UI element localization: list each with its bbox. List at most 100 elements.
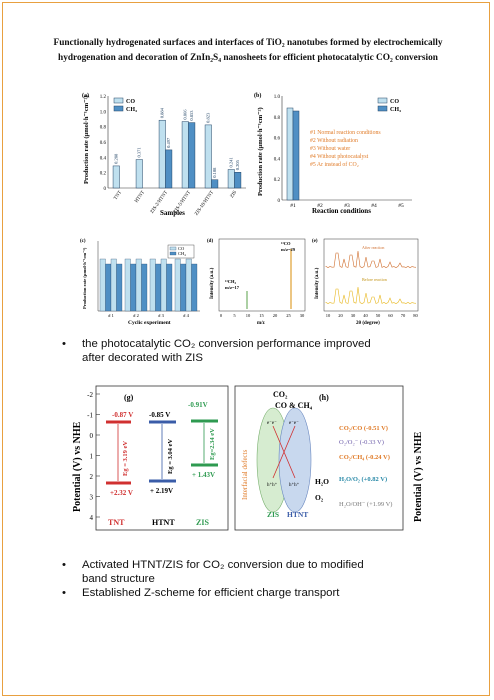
fig-h-holes-zis: h⁺h⁺ [267,482,278,488]
fig-d-x-tick: 15 [259,313,264,318]
fig-e-before-pattern [325,286,417,304]
fig-h-electrons-htnt: e⁻e⁻ [289,421,299,426]
fig-b-y-tick: 0.6 [274,137,281,142]
fig-h-defects-label: Interfacial defects [241,449,249,500]
fig-c-x-tick: # 3 [158,313,164,318]
fig-b-y-tick: 0.8 [274,116,281,121]
fig-c-bars: # 1 # 2 # 3 # 4 [99,258,198,318]
fig-c-bar [130,263,137,312]
fig-h-htnt-ellipse [278,407,312,513]
fig-c-bar [166,263,173,312]
fig-b-bar-ch4-1 [292,110,300,201]
fig-g-y-tick: 3 [90,494,94,502]
fig-b-x-tick: #2 [317,203,323,209]
figure-b-bar-chart: (b) Production rate (μmol·h⁻¹cm⁻²) 0 0.2 0… [250,88,418,218]
bullet-item: the photocatalytic CO₂ conversion perfor… [60,337,371,365]
fig-g-htnt-name: HTNT [152,518,175,527]
fig-b-x-tick: #4 [371,203,377,209]
fig-h-o2-label: O₂ [315,493,324,502]
fig-h-co2-label: CO₂ [273,390,288,399]
fig-h-level-ch4: CO₂/CH₄ (-0.24 V) [339,454,390,461]
fig-e-x-tick: 50 [376,313,381,318]
fig-b-xlabel: Reaction conditions [312,207,371,215]
bullet-3-line-1: Established Z-scheme for efficient charg… [82,587,340,599]
fig-g-zis-vb-value: + 1.43V [192,471,215,479]
fig-d-x-tick: 25 [286,313,291,318]
fig-d-ylabel: Intensity (a.u.) [210,267,215,299]
fig-b-y-tick: 0.2 [274,178,281,183]
fig-a-data-label-co: 0.371 [137,147,142,157]
fig-c-legend-co-swatch [169,246,177,251]
fig-a-x-tick: ZIS [230,190,239,199]
fig-g-y-tick: 2 [90,473,94,481]
figure-d-mass-spectrum: (d) Intensity (a.u.) ¹³CH₄ m/z=17 ¹³CO m… [205,235,309,327]
fig-c-bar [141,263,148,312]
fig-b-y-tick: 0.4 [274,157,281,162]
fig-h-label-box [317,390,339,404]
fig-e-x-ticks: 10 20 30 40 50 60 70 80 [326,313,419,318]
fig-a-data-label-ch4: 0.497 [166,137,171,148]
fig-d-x-tick: 5 [233,313,236,318]
fig-e-after-label: After reaction [362,245,384,250]
fig-h-transfer-arrow-2 [272,425,296,479]
fig-c-legend-ch4: CH₄ [178,251,186,256]
fig-c-bar [110,258,117,312]
fig-c-xlabel: Cyclic experiment [128,320,171,326]
fig-c-bar [105,263,112,312]
fig-a-data-label-ch4: 0.205 [235,159,240,170]
fig-b-bar-co-1 [286,107,294,201]
fig-g-y-tick: 0 [90,432,94,440]
fig-a-legend-co-swatch [113,97,124,104]
fig-c-label: (c) [80,239,86,244]
fig-b-y-tick: 0 [278,199,281,204]
title-line-2: hydrogenation and decoration of ZnIn₂S₄ … [58,53,438,63]
fig-b-ylabel: Production rate (μmol·h⁻¹cm⁻²) [257,107,264,196]
fig-a-data-label-co: 0.241 [229,157,234,167]
fig-a-y-tick: 0.2 [100,172,107,177]
fig-d-peak2-label: ¹³CO [281,241,291,246]
fig-g-label: (g) [124,393,134,402]
figure-e-xrd: (e) Intensity (a.u.) After reaction Befo… [310,235,422,327]
bullet-list-2: Activated HTNT/ZIS for CO₂ conversion du… [60,558,364,600]
fig-e-x-tick: 60 [388,313,393,318]
fig-a-bar-ch4 [211,179,219,189]
fig-g-zis-cb-value: -0.91V [188,401,208,409]
fig-a-bar-ch4 [188,122,196,189]
fig-g-y-ticks: -2 -1 0 1 2 3 4 [87,391,100,522]
fig-h-zis-name: ZIS [267,510,279,519]
fig-e-plot-area [323,238,419,312]
fig-h-electrons-zis: e⁻e⁻ [267,421,277,426]
fig-c-bar [180,263,187,312]
bullet-item: Established Z-scheme for efficient charg… [60,586,364,600]
bullet-2-line-1: Activated HTNT/ZIS for CO₂ conversion du… [82,559,364,571]
fig-c-bar [99,258,106,312]
fig-b-label: (b) [254,92,261,99]
fig-b-note: #4 Without photocatalyst [310,154,369,160]
fig-d-peak2-mz: m/z=29 [281,247,296,252]
fig-b-legend-ch4: CH₄ [390,107,401,113]
fig-a-data-label-ch4: 0.108 [212,167,217,178]
fig-a-data-label-co: 0.866 [183,109,188,120]
fig-a-bar-co [227,169,235,189]
fig-d-x-tick: 0 [220,313,223,318]
fig-b-y-tick: 1.0 [274,95,281,100]
fig-a-y-tick: 0.4 [100,156,107,161]
fig-h-ylabel: Potential (V) vs NHE [413,431,424,522]
fig-c-bar [160,258,167,312]
fig-b-x-tick: #5 [398,203,404,209]
fig-g-ylabel: Potential (V) vs NHE [72,421,83,512]
fig-c-bar [149,258,156,312]
fig-h-holes-htnt: h⁺h⁺ [289,482,300,488]
fig-e-after-pattern [325,250,417,268]
fig-c-bar [116,263,123,312]
figure-g-band-diagram: Potential (V) vs NHE -2 -1 0 1 2 3 4 (g) -0.87… [66,382,231,534]
fig-c-ylabel: Production rate (μmol·h⁻¹cm⁻²) [82,247,87,309]
fig-c-bar [135,258,142,312]
fig-a-xlabel: Samples [160,209,185,217]
fig-a-x-tick: TNT [113,190,123,201]
fig-g-y-tick: -2 [87,391,93,399]
fig-d-peak1-label: ¹³CH₄ [225,279,236,284]
fig-e-x-tick: 40 [363,313,368,318]
fig-d-x-tick: 20 [273,313,278,318]
fig-h-level-h2o-oh: H₂O/OH⁻ (+1.99 V) [339,501,392,508]
